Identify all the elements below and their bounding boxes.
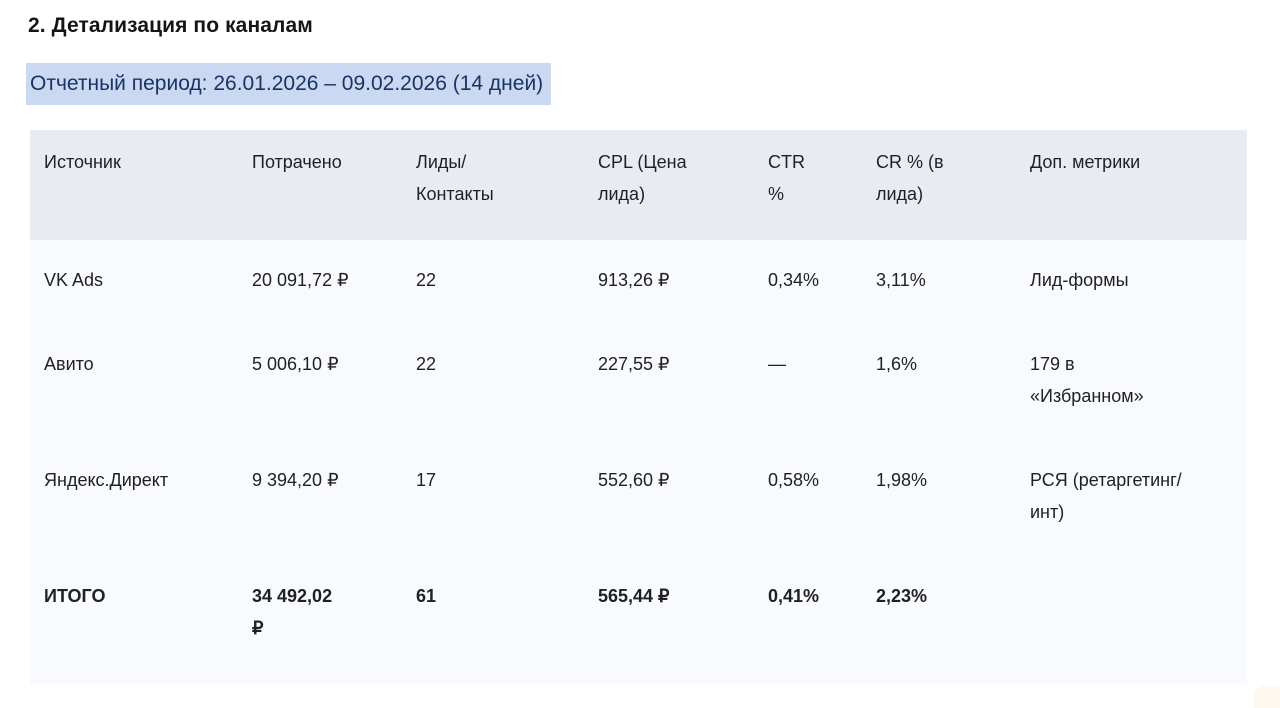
cell-leads: 61 — [416, 586, 437, 606]
cell-source: ИТОГО — [44, 586, 106, 606]
cell-cr: 2,23% — [876, 586, 928, 606]
section-title: 2. Детализация по каналам — [28, 14, 313, 37]
table-row-yandex-direct: Яндекс.Директ 9 394,20 ₽ 17 552,60 ₽ 0,5… — [30, 440, 1247, 556]
report-period-highlight: Отчетный период: 26.01.2026 – 09.02.2026… — [26, 63, 552, 105]
table-row-avito: Авито 5 006,10 ₽ 22 227,55 ₽ — 1,6% 179 … — [30, 324, 1247, 440]
cell-cr: 3,11% — [876, 270, 926, 290]
table-row-vk-ads: VK Ads 20 091,72 ₽ 22 913,26 ₽ 0,34% 3,1… — [30, 240, 1247, 324]
channels-table: Источник Потрачено Лиды/ Контакты CPL (Ц… — [30, 130, 1247, 684]
cell-extra: РСЯ (ретаргетинг/ инт) — [1030, 470, 1182, 522]
table-header-row: Источник Потрачено Лиды/ Контакты CPL (Ц… — [30, 130, 1247, 240]
cell-spent: 34 492,02 ₽ — [252, 586, 333, 638]
cell-cpl: 565,44 ₽ — [598, 586, 670, 606]
header-spent: Потрачено — [252, 152, 342, 172]
cell-leads: 17 — [416, 470, 437, 490]
cell-source: Авито — [44, 354, 94, 374]
cell-ctr: 0,34% — [768, 270, 820, 290]
cell-cpl: 552,60 ₽ — [598, 470, 670, 490]
cell-extra: 179 в «Избранном» — [1030, 354, 1144, 406]
header-source: Источник — [44, 152, 121, 172]
cell-source: Яндекс.Директ — [44, 470, 169, 490]
cell-leads: 22 — [416, 354, 437, 374]
cell-source: VK Ads — [44, 270, 104, 290]
cell-cr: 1,6% — [876, 354, 918, 374]
table-row-total: ИТОГО 34 492,02 ₽ 61 565,44 ₽ 0,41% 2,23… — [30, 556, 1247, 684]
cell-spent: 20 091,72 ₽ — [252, 270, 349, 290]
header-cpl: CPL (Цена лида) — [598, 152, 687, 204]
cell-extra — [1030, 556, 1233, 684]
cell-ctr: 0,58% — [768, 470, 820, 490]
cell-cr: 1,98% — [876, 470, 928, 490]
cell-extra: Лид-формы — [1030, 270, 1129, 290]
cell-spent: 9 394,20 ₽ — [252, 470, 339, 490]
header-ctr: CTR % — [768, 152, 805, 204]
header-leads: Лиды/ Контакты — [416, 152, 494, 204]
cell-spent: 5 006,10 ₽ — [252, 354, 339, 374]
cell-cpl: 227,55 ₽ — [598, 354, 670, 374]
corner-artifact — [1254, 686, 1280, 708]
cell-ctr: — — [768, 354, 786, 374]
header-extra: Доп. метрики — [1030, 152, 1141, 172]
cell-ctr: 0,41% — [768, 586, 820, 606]
header-cr: CR % (в лида) — [876, 152, 944, 204]
cell-cpl: 913,26 ₽ — [598, 270, 670, 290]
cell-leads: 22 — [416, 270, 437, 290]
